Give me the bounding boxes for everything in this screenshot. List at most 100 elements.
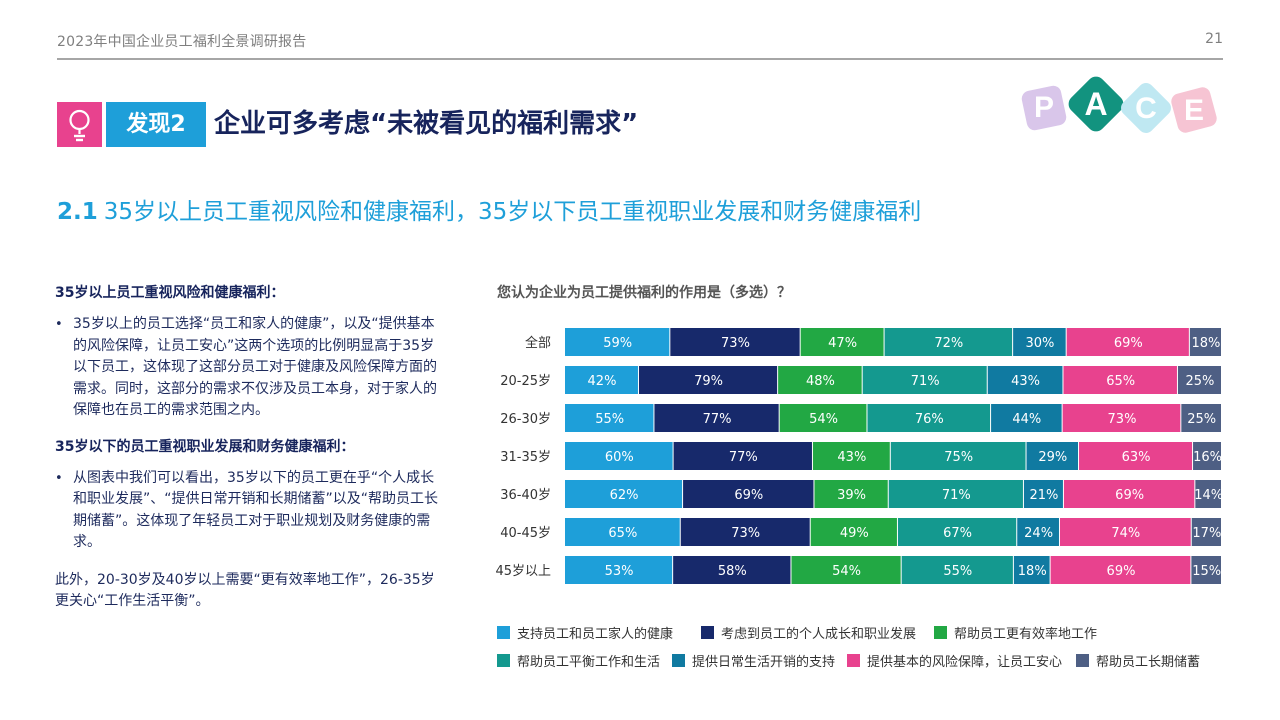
data-label: 17% [1192, 526, 1221, 541]
bullet-dot: • [55, 317, 63, 332]
category-label: 31-35岁 [500, 450, 551, 465]
category-label: 26-30岁 [500, 412, 551, 427]
pace-logo-a: A [1068, 76, 1124, 132]
data-label: 25% [1187, 412, 1216, 427]
bar-segment [1050, 556, 1191, 584]
legend-swatch [934, 625, 948, 639]
bar-segment [1079, 442, 1193, 470]
svg-text:A: A [1084, 86, 1107, 122]
bullet-over-35: • 35岁以上的员工选择“员工和家人的健康”，以及“提供基本的风险保障，让员工安… [55, 314, 445, 422]
data-label: 62% [610, 488, 639, 503]
bullet-dot: • [55, 470, 63, 486]
legend-item-daily-expense: 提供日常生活开销的支持 [672, 651, 835, 670]
bar-segment [565, 480, 683, 508]
legend-item-balance: 帮助员工平衡工作和生活 [497, 651, 660, 670]
pace-logo-c: C [1121, 83, 1171, 133]
bar-segment [673, 556, 791, 584]
data-label: 71% [911, 374, 940, 389]
data-label: 73% [721, 336, 750, 351]
data-label: 79% [694, 374, 723, 389]
bar-segment [779, 404, 867, 432]
bar-segment [565, 328, 670, 356]
lightbulb-icon [69, 109, 90, 142]
bar-segment [1013, 556, 1050, 584]
legend-row-1: 支持员工和员工家人的健康 考虑到员工的个人成长和职业发展 帮助员工更有效率地工作 [497, 618, 1237, 646]
legend-swatch [497, 625, 510, 639]
sub-heading-under-35: 35岁以下的员工重视职业发展和财务健康福利： [55, 438, 355, 455]
bar-segment [1063, 480, 1195, 508]
bar-segment [814, 480, 888, 508]
data-label: 75% [944, 450, 973, 465]
data-label: 69% [734, 488, 763, 503]
data-label: 43% [837, 450, 866, 465]
legend-label: 支持员工和员工家人的健康 [517, 626, 674, 642]
bar-segment [1181, 404, 1221, 432]
sub-heading-over-35: 35岁以上员工重视风险和健康福利： [55, 285, 285, 301]
finding-tag: 发现2 [106, 102, 206, 147]
bar-segment [897, 518, 1017, 546]
legend-label: 帮助员工更有效率地工作 [954, 626, 1098, 642]
data-label: 14% [1194, 488, 1223, 503]
legend-label: 帮助员工长期储蓄 [1096, 654, 1201, 670]
legend-swatch [497, 653, 510, 667]
data-label: 47% [828, 336, 857, 351]
bar-segment [683, 480, 814, 508]
bar-segment [1066, 328, 1189, 356]
bar-segment [901, 556, 1013, 584]
bar-segment [867, 404, 991, 432]
summary-note: 此外，20-30岁及40岁以上需要“更有效率地工作”，26-35岁更关心“工作生… [55, 571, 435, 610]
data-label: 65% [608, 526, 637, 541]
data-label: 24% [1024, 526, 1053, 541]
category-label: 20-25岁 [500, 374, 551, 389]
data-label: 69% [1114, 336, 1143, 351]
data-label: 29% [1038, 450, 1067, 465]
data-label: 72% [934, 336, 963, 351]
header-divider [57, 58, 1223, 60]
category-label: 45岁以上 [495, 564, 551, 579]
data-label: 58% [718, 564, 747, 579]
legend-label: 考虑到员工的个人成长和职业发展 [721, 626, 917, 642]
data-label: 54% [832, 564, 861, 579]
data-label: 30% [1025, 336, 1054, 351]
legend-row-2: 帮助员工平衡工作和生活 提供日常生活开销的支持 提供基本的风险保障，让员工安心 … [497, 646, 1237, 674]
bar-segment [565, 442, 673, 470]
bar-segment [565, 366, 638, 394]
bar-segment [987, 366, 1063, 394]
legend-item-savings: 帮助员工长期储蓄 [1076, 651, 1200, 670]
bar-segment [884, 328, 1013, 356]
bar-segment [1013, 328, 1066, 356]
legend-swatch [1076, 653, 1090, 667]
legend-label: 帮助员工平衡工作和生活 [517, 654, 661, 670]
bar-segment [1062, 404, 1181, 432]
bar-segment [778, 366, 862, 394]
bullet-under-35: • 从图表中我们可以看出，35岁以下的员工更在乎“个人成长和职业发展”、“提供日… [55, 468, 445, 554]
bar-segment [1177, 366, 1221, 394]
data-label: 59% [603, 336, 632, 351]
report-title: 2023年中国企业员工福利全景调研报告 [57, 34, 307, 50]
bar-segment [680, 518, 810, 546]
section-heading-text: 35岁以上员工重视风险和健康福利，35岁以下员工重视职业发展和财务健康福利 [103, 199, 922, 225]
legend-item-health: 支持员工和员工家人的健康 [497, 623, 673, 642]
data-label: 49% [840, 526, 869, 541]
legend-label: 提供基本的风险保障，让员工安心 [867, 654, 1063, 670]
data-label: 25% [1186, 374, 1215, 389]
bar-segment [800, 328, 884, 356]
data-label: 69% [1115, 488, 1144, 503]
section-heading: 2.1 35岁以上员工重视风险和健康福利，35岁以下员工重视职业发展和财务健康福利 [57, 196, 921, 228]
bar-segment [812, 442, 890, 470]
bar-segment [1193, 442, 1221, 470]
category-label: 40-45岁 [500, 526, 551, 541]
bar-segment [1063, 366, 1177, 394]
data-label: 54% [809, 412, 838, 427]
data-label: 65% [1106, 374, 1135, 389]
stacked-bar-chart: 全部 59% 73% 47% 72% 30% 69% 18% 20-25岁 42% 79% 48% 71… [495, 328, 1223, 584]
data-label: 60% [605, 450, 634, 465]
legend-label: 提供日常生活开销的支持 [692, 654, 836, 670]
data-label: 55% [943, 564, 972, 579]
bar-segment [991, 404, 1062, 432]
data-label: 55% [595, 412, 624, 427]
data-label: 44% [1012, 412, 1041, 427]
bar-segment [1023, 480, 1063, 508]
category-label: 36-40岁 [500, 488, 551, 503]
bar-segment [1191, 518, 1221, 546]
